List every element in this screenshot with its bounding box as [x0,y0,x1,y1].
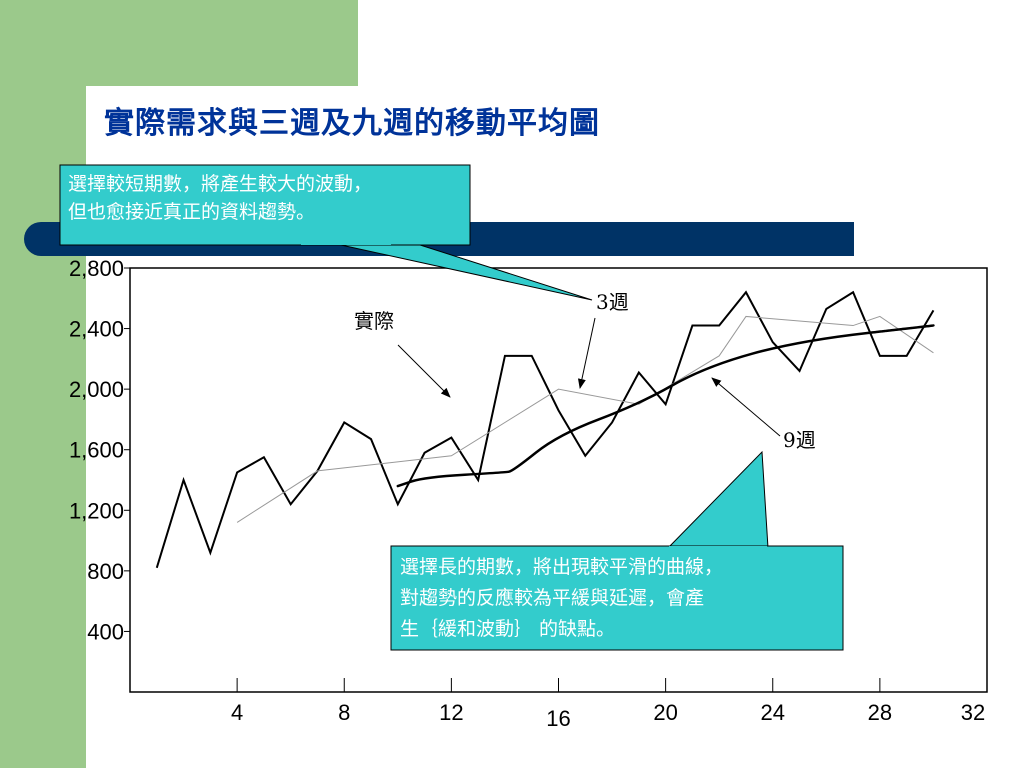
x-tick-label: 20 [653,700,677,725]
series-line-three-week [236,315,934,523]
y-tick-label: 800 [87,559,124,584]
bottom-callout [390,450,844,651]
top-callout [59,164,593,301]
y-tick-label: 2,000 [69,377,124,402]
x-tick-label: 8 [338,700,350,725]
axes-layer: 400 800 1,200 1,600 2,000 2,400 2,800 4 8 12 16 20 2… [69,256,985,731]
x-tick-label: 16 [546,706,570,731]
nine-week-pointer-arrow [711,377,781,437]
x-tick-label: 28 [868,700,892,725]
x-tick-label: 12 [439,700,463,725]
y-tick-label: 1,600 [69,438,124,463]
bottom-callout-box [390,545,844,651]
x-tick-label: 4 [231,700,243,725]
top-callout-text: 選擇較短期數，將產生較大的波動， 但也愈接近真正的資料趨勢。 [68,173,373,223]
y-tick-label: 2,400 [69,317,124,342]
nine-week-series-label: 9週 [783,428,816,452]
series-line-actual [155,290,935,569]
y-tick-label: 2,800 [69,256,124,281]
x-tick-label: 24 [761,700,785,725]
actual-series-label: 實際 [354,309,394,333]
actual-pointer-arrow [397,344,451,398]
series-layer [155,290,935,569]
y-tick-label: 400 [87,619,124,644]
top-callout-box [59,164,471,246]
three-week-series-label: 3週 [596,290,629,314]
green-header-block [0,0,358,86]
three-week-pointer-arrow [577,317,596,389]
green-sidebar [0,0,86,768]
y-tick-label: 1,200 [69,498,124,523]
bottom-callout-text: 選擇長的期數，將出現較平滑的曲線， 對趨勢的反應較為平緩與延遲，會產 生｛緩和波… [400,556,724,640]
x-tick-label: 32 [961,700,985,725]
series-line-nine-week [396,324,935,488]
slide-title: 實際需求與三週及九週的移動平均圖 [104,106,600,141]
